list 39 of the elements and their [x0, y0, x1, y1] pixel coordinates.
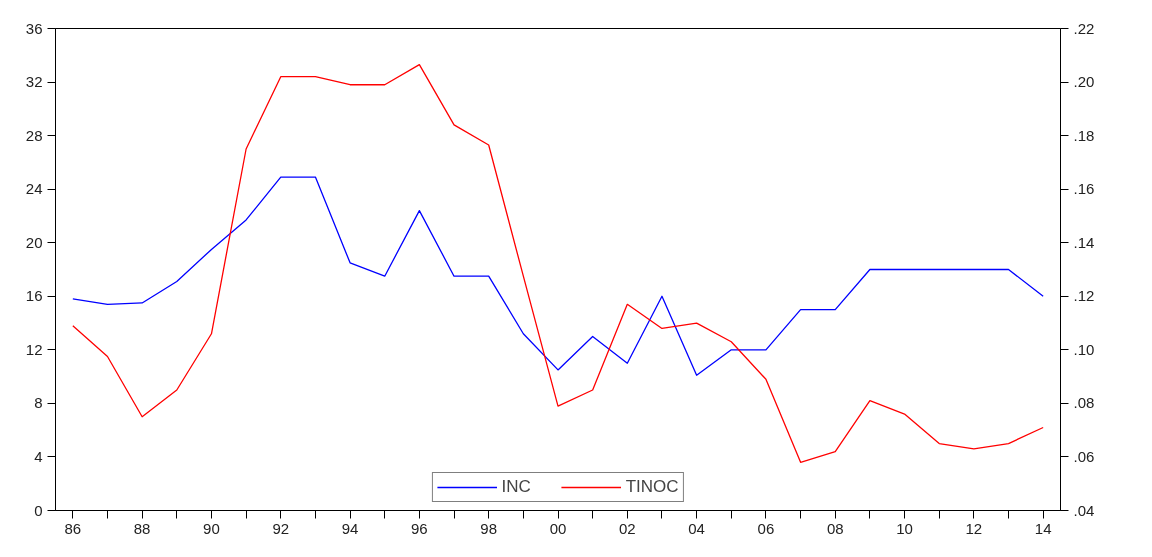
y-tick-label: 32: [25, 73, 43, 91]
y2-tick-label: .22: [1073, 19, 1095, 37]
line-series: [72, 64, 1044, 463]
y-tick-label: 28: [25, 126, 43, 144]
x-tick-label: 12: [965, 519, 983, 537]
x-tick-label: 94: [341, 519, 359, 537]
x-tick-label: 90: [203, 519, 220, 537]
y-tick-label: 0: [34, 501, 43, 519]
y2-tick-label: .12: [1073, 287, 1095, 305]
legend-label: TINOC: [625, 477, 679, 497]
y-tick-label: 16: [25, 287, 43, 305]
y2-tick-label: .16: [1073, 180, 1095, 198]
x-tick-label: 10: [896, 519, 913, 537]
y-tick-label: 24: [25, 180, 43, 198]
x-tick-label: 00: [549, 519, 567, 537]
line-series: [72, 176, 1044, 376]
y-tick-label: 8: [34, 394, 43, 412]
y-tick-label: 4: [34, 447, 43, 465]
y2-tick-label: .14: [1073, 233, 1095, 251]
y2-tick-label: .08: [1073, 394, 1095, 412]
y2-tick-label: .04: [1073, 501, 1095, 519]
x-tick-label: 96: [411, 519, 428, 537]
legend-label: INC: [501, 477, 531, 497]
x-tick-label: 04: [688, 519, 705, 537]
y2-tick-label: .10: [1073, 340, 1095, 358]
x-tick-label: 88: [133, 519, 151, 537]
y-tick-label: 36: [25, 19, 43, 37]
x-tick-label: 02: [618, 519, 636, 537]
x-tick-label: 08: [826, 519, 844, 537]
y-tick-label: 12: [25, 340, 43, 358]
y2-tick-label: .20: [1073, 73, 1095, 91]
y2-tick-label: .18: [1073, 126, 1095, 144]
x-tick-label: 98: [480, 519, 498, 537]
x-tick-label: 86: [64, 519, 82, 537]
x-tick-label: 14: [1034, 519, 1052, 537]
x-tick-label: 92: [272, 519, 290, 537]
x-tick-label: 06: [757, 519, 775, 537]
y-tick-label: 20: [25, 233, 43, 251]
y2-tick-label: .06: [1073, 447, 1095, 465]
